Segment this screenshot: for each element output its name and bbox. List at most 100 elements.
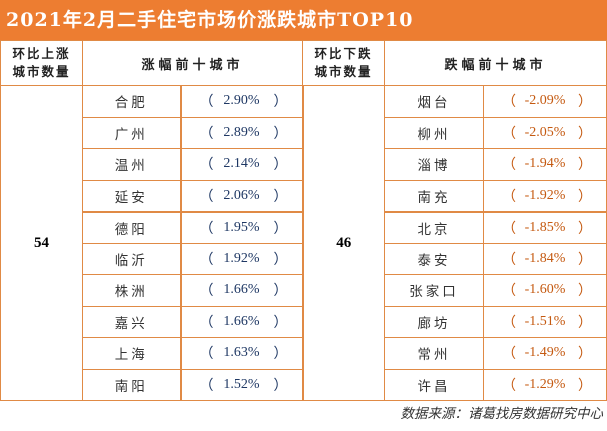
paren: ） — [273, 95, 288, 111]
rise-city: 温州 — [82, 148, 181, 181]
fall-city: 廊坊 — [384, 305, 485, 338]
paren: ） — [273, 378, 288, 394]
fall-value: （ -2.05% ） — [483, 116, 607, 149]
rise-count-header: 环比上涨 城市数量 — [0, 40, 83, 86]
fall-value: （ -1.49% ） — [483, 337, 607, 370]
rise-value: （ 2.89% ） — [179, 116, 304, 149]
fall-value: （ -1.94% ） — [483, 148, 607, 181]
fall-value: （ -1.60% ） — [483, 274, 607, 307]
paren: ） — [273, 252, 288, 268]
paren: ） — [273, 221, 288, 237]
rise-city: 株洲 — [82, 274, 181, 307]
value-text: -2.05% — [524, 124, 566, 140]
fall-city: 柳州 — [384, 116, 485, 149]
value-text: 1.66% — [223, 282, 260, 298]
value-text: -1.84% — [524, 250, 566, 266]
fall-count-value: 46 — [302, 85, 386, 401]
value-text: -1.29% — [524, 376, 566, 392]
paren: ） — [273, 126, 288, 142]
table-row: 嘉兴 （ 1.66% ） 廊坊 （ -1.51% ） — [1, 305, 607, 338]
fall-city: 南充 — [384, 179, 485, 212]
header-line: 城市数量 — [12, 64, 71, 79]
paren: （ — [502, 189, 517, 205]
table-row: 德阳 （ 1.95% ） 北京 （ -1.85% ） — [1, 210, 607, 244]
paren: ） — [578, 95, 593, 111]
paren: （ — [502, 347, 517, 363]
data-source-note: 数据来源：诸葛找房数据研究中心 — [400, 406, 604, 422]
rise-top10-header: 涨幅前十城市 — [81, 40, 304, 86]
rise-city: 临沂 — [82, 242, 181, 275]
fall-value: （ -1.85% ） — [483, 210, 607, 244]
header-line: 城市数量 — [314, 64, 373, 79]
fall-city: 北京 — [384, 210, 485, 244]
fall-value: （ -1.29% ） — [483, 368, 607, 401]
rise-city: 合肥 — [82, 85, 181, 118]
paren: （ — [502, 158, 517, 174]
fall-city: 许昌 — [384, 368, 485, 401]
paren: ） — [273, 347, 288, 363]
paren: （ — [199, 95, 214, 111]
rise-city: 南阳 — [82, 368, 181, 401]
table-row: 南阳 （ 1.52% ） 许昌 （ -1.29% ） — [1, 368, 607, 401]
header-row: 环比上涨 城市数量 涨幅前十城市 环比下跌 城市数量 跌幅前十城市 — [0, 40, 607, 86]
header-line: 环比上涨 — [12, 46, 71, 61]
paren: （ — [502, 252, 517, 268]
header-line: 环比下跌 — [314, 46, 373, 61]
paren: ） — [273, 189, 288, 205]
value-text: -1.85% — [524, 219, 566, 235]
paren: （ — [199, 347, 214, 363]
rise-value: （ 1.95% ） — [179, 210, 304, 244]
paren: ） — [578, 158, 593, 174]
paren: ） — [273, 158, 288, 174]
value-text: 1.63% — [223, 345, 260, 361]
paren: （ — [199, 284, 214, 300]
paren: （ — [502, 378, 517, 394]
paren: ） — [578, 347, 593, 363]
table-row: 54 合肥 （ 2.90% ） 46 烟台 （ -2.09% ） — [0, 85, 607, 401]
value-text: 2.14% — [223, 156, 260, 172]
paren: （ — [199, 315, 214, 331]
value-text: 2.90% — [223, 93, 260, 109]
fall-value: （ -1.92% ） — [483, 179, 607, 212]
fall-value: （ -2.09% ） — [483, 85, 607, 118]
paren: ） — [578, 378, 593, 394]
paren: （ — [199, 189, 214, 205]
value-text: 1.92% — [223, 250, 260, 266]
value-text: -1.49% — [524, 345, 566, 361]
city-price-change-table: 环比上涨 城市数量 涨幅前十城市 环比下跌 城市数量 跌幅前十城市 54 合肥 … — [0, 40, 607, 401]
paren: ） — [578, 189, 593, 205]
rise-value: （ 1.66% ） — [179, 305, 304, 338]
paren: （ — [199, 126, 214, 142]
paren: （ — [199, 378, 214, 394]
fall-top10-header: 跌幅前十城市 — [384, 40, 607, 86]
value-text: -1.92% — [524, 187, 566, 203]
paren: ） — [578, 126, 593, 142]
rise-count-value: 54 — [0, 85, 83, 401]
rise-value: （ 2.90% ） — [179, 85, 304, 118]
paren: （ — [199, 252, 214, 268]
fall-value: （ -1.51% ） — [483, 305, 607, 338]
table-row: 上海 （ 1.63% ） 常州 （ -1.49% ） — [1, 337, 607, 370]
fall-city: 张家口 — [384, 274, 485, 307]
rise-city: 广州 — [82, 116, 181, 149]
rise-city: 延安 — [82, 179, 181, 212]
table-title: 2021年2月二手住宅市场价涨跌城市TOP10 — [0, 0, 607, 40]
table-row: 广州 （ 2.89% ） 柳州 （ -2.05% ） — [1, 116, 607, 149]
value-text: 2.89% — [223, 124, 260, 140]
fall-city: 淄博 — [384, 148, 485, 181]
rise-value: （ 1.66% ） — [179, 274, 304, 307]
paren: ） — [273, 284, 288, 300]
fall-value: （ -1.84% ） — [483, 242, 607, 275]
rise-value: （ 2.14% ） — [179, 148, 304, 181]
value-text: 1.66% — [223, 313, 260, 329]
fall-city: 泰安 — [384, 242, 485, 275]
rise-value: （ 1.92% ） — [179, 242, 304, 275]
paren: （ — [502, 315, 517, 331]
rise-value: （ 1.52% ） — [179, 368, 304, 401]
value-text: -1.60% — [524, 282, 566, 298]
value-text: 1.95% — [223, 219, 260, 235]
rise-city: 上海 — [82, 337, 181, 370]
value-text: -1.51% — [524, 313, 566, 329]
value-text: 1.52% — [223, 376, 260, 392]
rise-city: 德阳 — [82, 210, 181, 244]
